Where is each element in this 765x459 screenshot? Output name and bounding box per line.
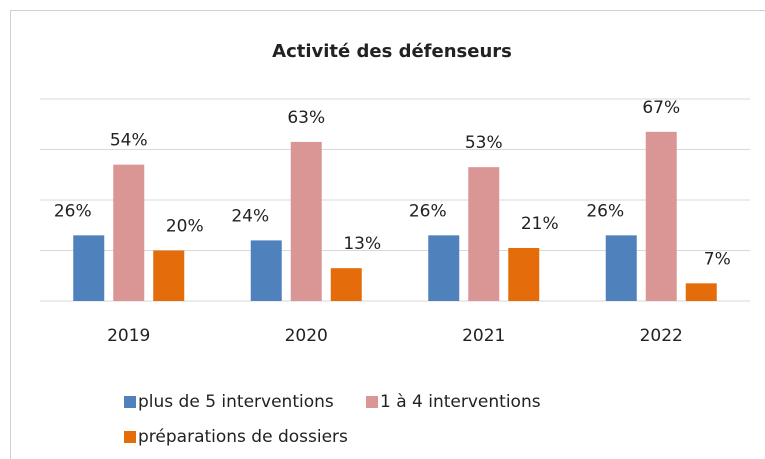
chart-title: Activité des défenseurs bbox=[272, 41, 512, 62]
legend-swatch bbox=[366, 396, 378, 408]
x-tick-label: 2022 bbox=[640, 326, 683, 346]
data-label: 26% bbox=[54, 201, 92, 221]
bar bbox=[428, 235, 460, 301]
data-label: 24% bbox=[231, 206, 269, 226]
data-label: 7% bbox=[704, 249, 731, 269]
bar bbox=[113, 164, 145, 301]
bar bbox=[330, 268, 362, 301]
bar bbox=[685, 283, 717, 301]
bar bbox=[508, 247, 540, 301]
legend-label: plus de 5 interventions bbox=[138, 392, 334, 412]
data-label: 20% bbox=[166, 217, 204, 237]
legend-label: 1 à 4 interventions bbox=[380, 392, 541, 412]
data-label: 63% bbox=[287, 108, 325, 128]
bar bbox=[73, 235, 105, 301]
data-label: 53% bbox=[465, 133, 503, 153]
bar bbox=[645, 131, 677, 301]
data-label: 21% bbox=[521, 214, 559, 234]
data-label: 26% bbox=[586, 201, 624, 221]
bar bbox=[250, 240, 282, 301]
data-label: 26% bbox=[409, 201, 447, 221]
legend-label: préparations de dossiers bbox=[138, 427, 348, 447]
x-tick-label: 2019 bbox=[107, 326, 150, 346]
data-label: 54% bbox=[110, 131, 148, 151]
bar bbox=[605, 235, 637, 301]
legend-swatch bbox=[124, 431, 136, 443]
data-label: 67% bbox=[642, 98, 680, 118]
bar bbox=[290, 141, 322, 301]
legend-swatch bbox=[124, 396, 136, 408]
x-tick-label: 2021 bbox=[462, 326, 505, 346]
data-label: 13% bbox=[343, 234, 381, 254]
x-tick-label: 2020 bbox=[285, 326, 328, 346]
bar bbox=[153, 250, 185, 301]
bar bbox=[468, 167, 500, 301]
